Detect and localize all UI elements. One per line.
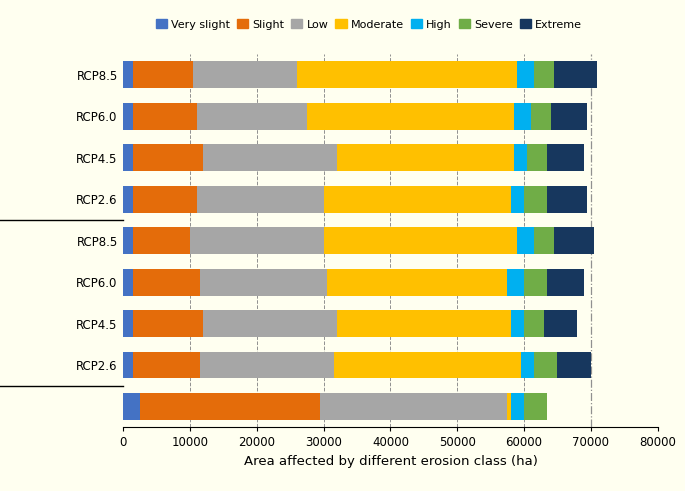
Bar: [547, 144, 584, 171]
Bar: [134, 103, 197, 130]
Bar: [203, 144, 337, 171]
Bar: [547, 269, 584, 296]
Bar: [558, 352, 590, 379]
Bar: [321, 393, 508, 420]
Bar: [134, 227, 190, 254]
Bar: [534, 61, 554, 88]
Bar: [327, 269, 508, 296]
Bar: [524, 310, 544, 337]
Bar: [134, 144, 203, 171]
Bar: [197, 186, 324, 213]
Bar: [514, 103, 531, 130]
Bar: [197, 103, 307, 130]
Bar: [123, 310, 134, 337]
Bar: [514, 144, 527, 171]
Bar: [511, 310, 524, 337]
Bar: [297, 61, 517, 88]
Bar: [134, 310, 203, 337]
Bar: [123, 144, 134, 171]
Bar: [511, 393, 524, 420]
Bar: [517, 61, 534, 88]
Bar: [203, 310, 337, 337]
Bar: [521, 352, 534, 379]
Bar: [140, 393, 321, 420]
Bar: [547, 186, 588, 213]
Bar: [334, 352, 521, 379]
Bar: [534, 227, 554, 254]
Bar: [123, 103, 134, 130]
X-axis label: Area affected by different erosion class (ha): Area affected by different erosion class…: [243, 455, 538, 468]
Bar: [134, 269, 200, 296]
Bar: [508, 269, 524, 296]
Bar: [508, 393, 511, 420]
Bar: [200, 269, 327, 296]
Bar: [337, 310, 511, 337]
Bar: [324, 227, 517, 254]
Bar: [554, 227, 594, 254]
Bar: [517, 227, 534, 254]
Bar: [534, 352, 558, 379]
Bar: [307, 103, 514, 130]
Bar: [524, 269, 547, 296]
Bar: [337, 144, 514, 171]
Bar: [200, 352, 334, 379]
Bar: [123, 352, 134, 379]
Bar: [554, 61, 597, 88]
Bar: [134, 61, 193, 88]
Bar: [123, 269, 134, 296]
Bar: [134, 186, 197, 213]
Bar: [524, 186, 547, 213]
Bar: [531, 103, 551, 130]
Bar: [527, 144, 547, 171]
Legend: Very slight, Slight, Low, Moderate, High, Severe, Extreme: Very slight, Slight, Low, Moderate, High…: [151, 15, 587, 34]
Bar: [123, 227, 134, 254]
Bar: [123, 393, 140, 420]
Bar: [134, 352, 200, 379]
Bar: [123, 61, 134, 88]
Bar: [190, 227, 324, 254]
Bar: [324, 186, 511, 213]
Bar: [524, 393, 547, 420]
Bar: [511, 186, 524, 213]
Bar: [551, 103, 588, 130]
Bar: [544, 310, 577, 337]
Bar: [193, 61, 297, 88]
Bar: [123, 186, 134, 213]
